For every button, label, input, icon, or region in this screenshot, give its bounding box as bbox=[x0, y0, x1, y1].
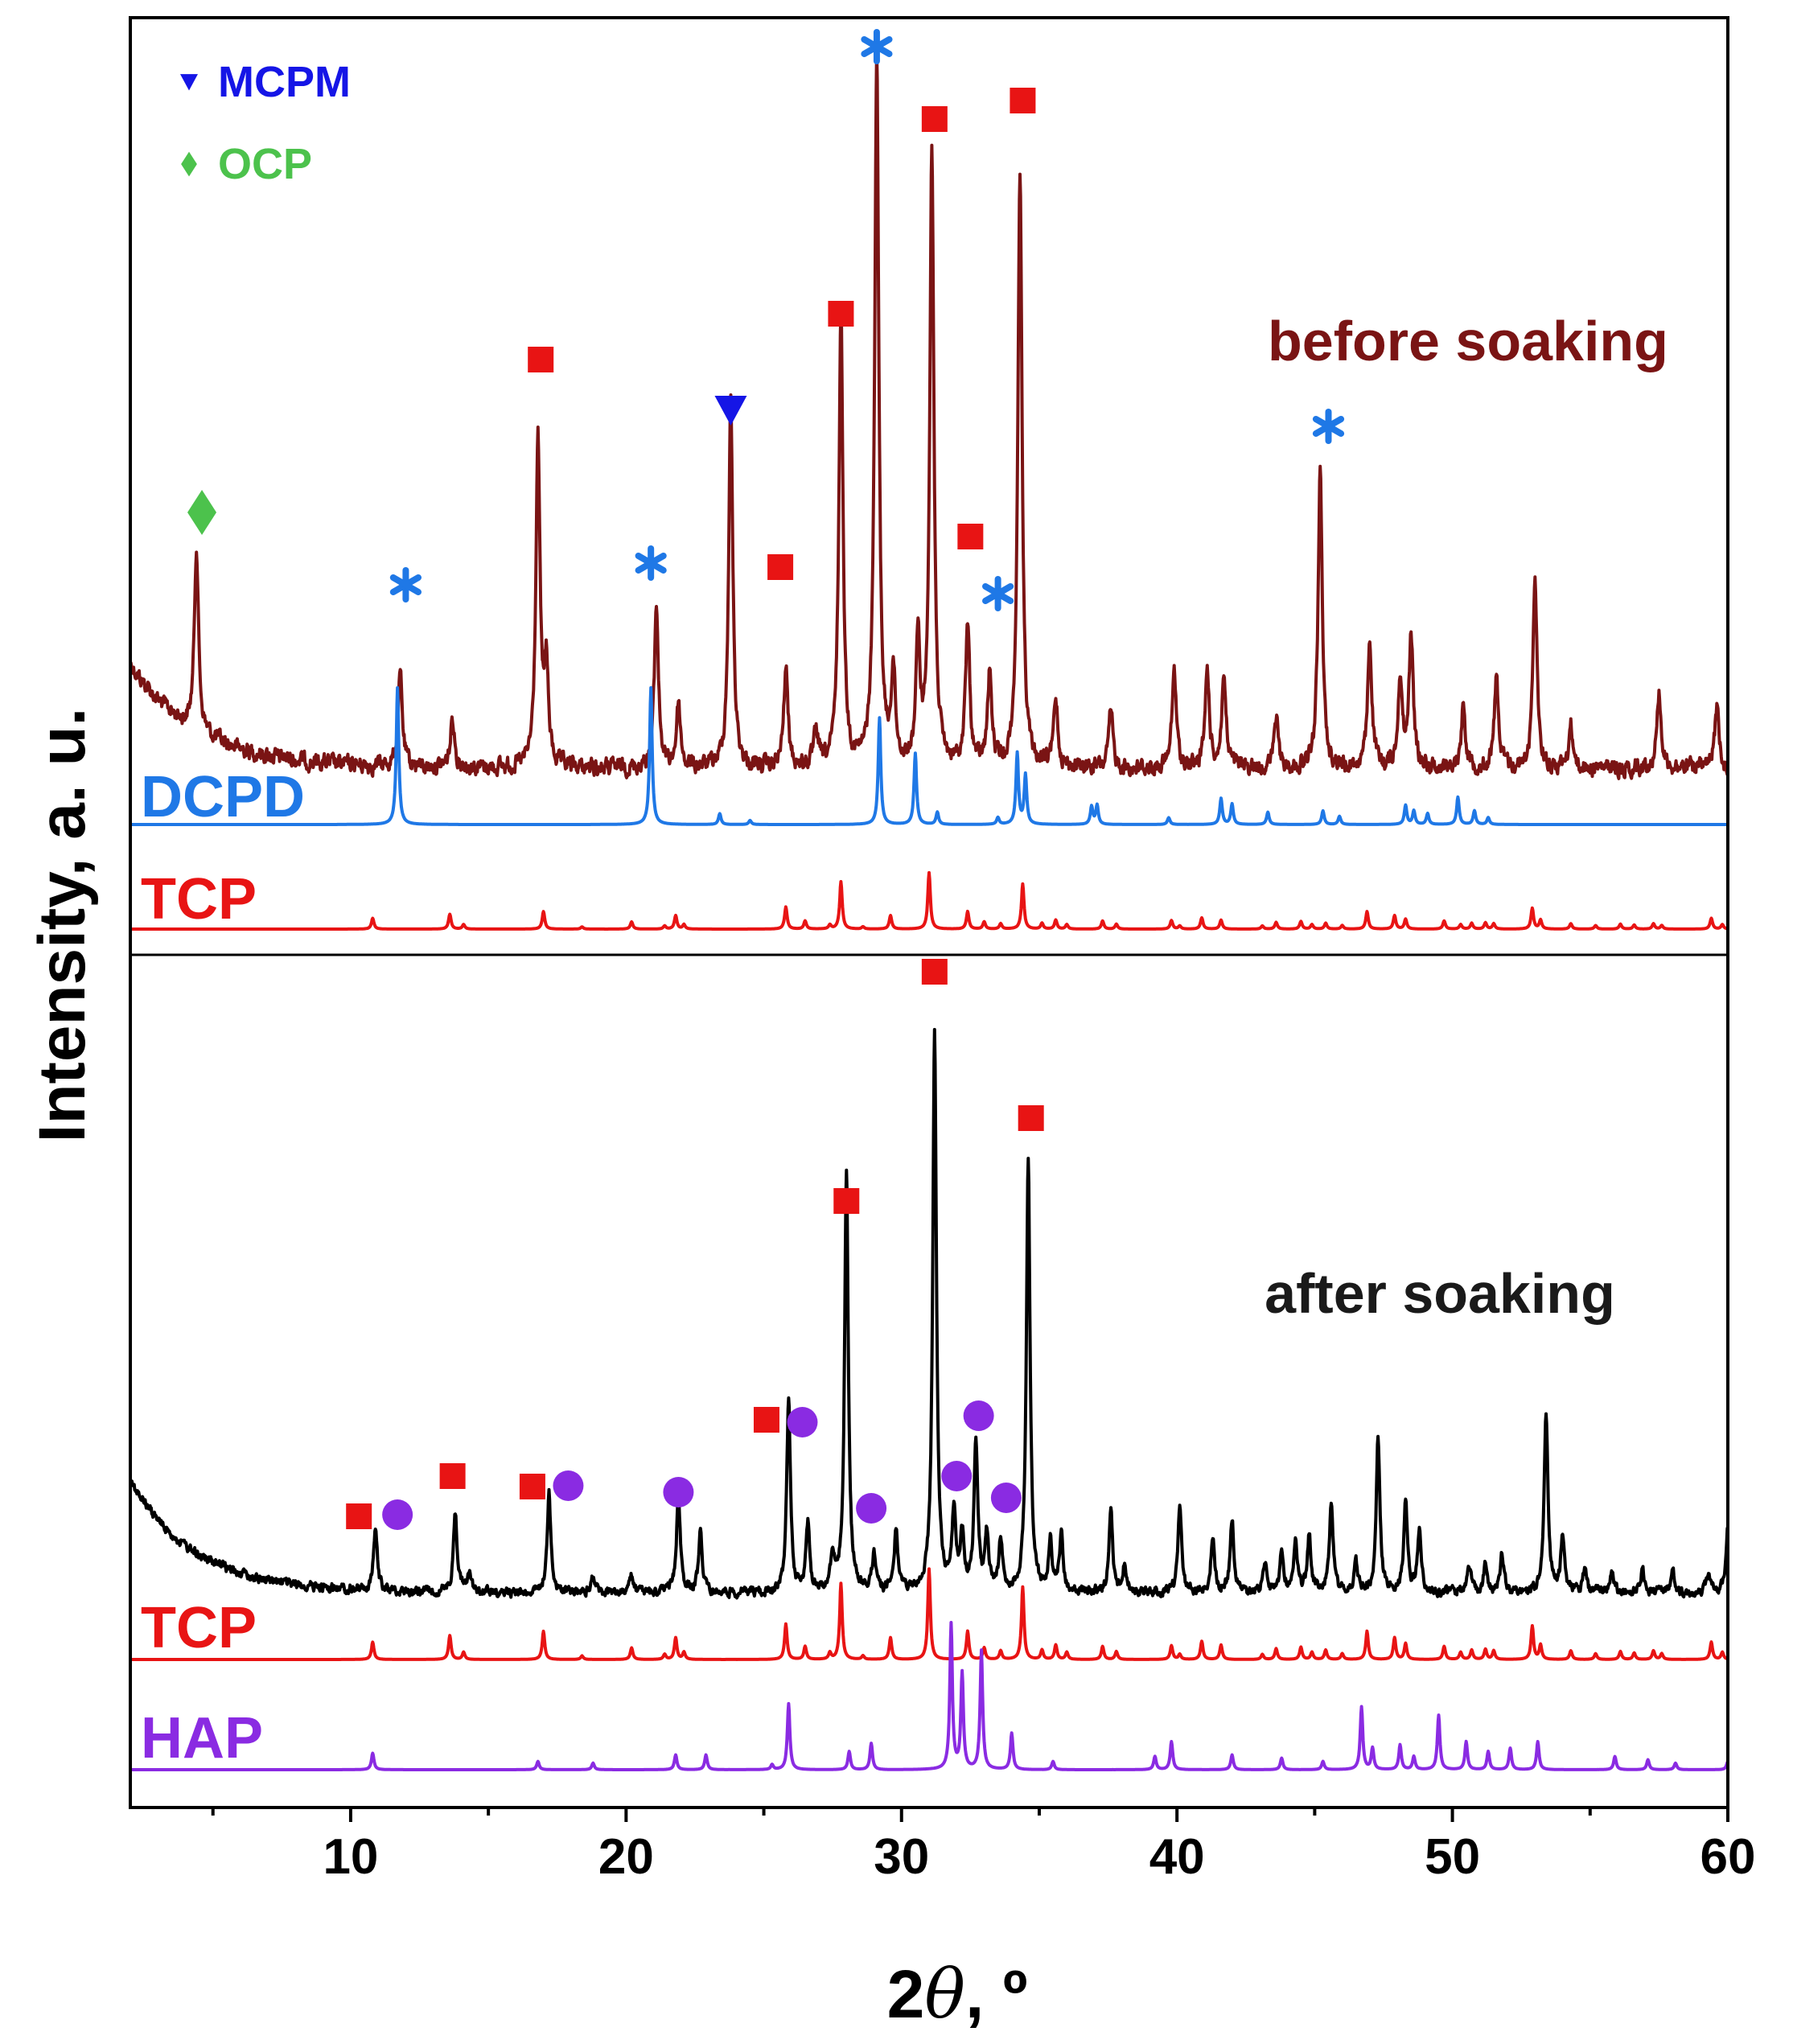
reference-pattern-tcp-panel2 bbox=[129, 1567, 1729, 1661]
reference-pattern-hap-panel2 bbox=[129, 1621, 1729, 1771]
marker-circle-icon bbox=[941, 1461, 973, 1491]
plot-frame bbox=[129, 16, 1729, 1809]
marker-circle-icon bbox=[963, 1400, 994, 1431]
marker-asterisk-icon bbox=[982, 576, 1014, 611]
x-tick-label: 10 bbox=[323, 1829, 378, 1885]
marker-circle-icon bbox=[553, 1470, 584, 1501]
marker-square-icon bbox=[1018, 1105, 1044, 1131]
marker-circle-icon bbox=[382, 1499, 413, 1530]
marker-square-icon bbox=[957, 524, 984, 549]
marker-square-icon bbox=[921, 959, 948, 985]
legend-label-ocp: OCP bbox=[218, 140, 312, 188]
reference-label-hap: HAP bbox=[141, 1706, 263, 1771]
legend-label-mcpm: MCPM bbox=[218, 58, 351, 106]
panel-label-before-soaking: before soaking bbox=[1268, 310, 1668, 372]
x-tick-label: 40 bbox=[1149, 1829, 1205, 1885]
marker-asterisk-icon bbox=[1312, 409, 1345, 444]
marker-square-icon bbox=[753, 1407, 779, 1433]
reference-label-tcp: TCP bbox=[141, 867, 257, 932]
reference-pattern-tcp-panel1 bbox=[129, 870, 1729, 931]
x-axis-label-unit: , º bbox=[965, 1956, 1027, 2032]
x-axis-label-main: 2 bbox=[887, 1956, 925, 2032]
x-tick-label: 50 bbox=[1425, 1829, 1480, 1885]
marker-circle-icon bbox=[663, 1477, 694, 1507]
marker-diamond-icon bbox=[187, 490, 217, 535]
marker-circle-icon bbox=[787, 1407, 818, 1437]
x-tick-label: 60 bbox=[1700, 1829, 1756, 1885]
y-axis-label: Intensity, a. u. bbox=[26, 708, 99, 1143]
measured-pattern-after bbox=[129, 1027, 1729, 1600]
marker-square-icon bbox=[1010, 88, 1036, 113]
x-axis-label-variable: θ bbox=[924, 1955, 965, 2034]
x-tick-label: 30 bbox=[874, 1829, 929, 1885]
marker-asterisk-icon bbox=[635, 545, 667, 581]
labels-layer: Intensity, a. u. 2θ, º DCPD TCP before soa… bbox=[26, 58, 1668, 2034]
marker-square-icon bbox=[921, 106, 948, 132]
marker-triangle-icon bbox=[714, 396, 747, 426]
marker-square-icon bbox=[528, 347, 554, 372]
marker-square-icon bbox=[767, 554, 794, 580]
x-axis-label: 2θ, º bbox=[887, 1955, 1028, 2034]
axes-layer: 10 20 30 40 50 60 bbox=[129, 16, 1756, 1885]
marker-asterisk-icon bbox=[389, 567, 422, 603]
marker-circle-icon bbox=[990, 1483, 1022, 1513]
marker-asterisk-icon bbox=[861, 29, 893, 64]
x-tick-label: 20 bbox=[598, 1829, 654, 1885]
legend-diamond-icon bbox=[181, 151, 197, 177]
peak-markers-layer bbox=[180, 29, 1345, 1530]
marker-circle-icon bbox=[856, 1493, 887, 1524]
marker-square-icon bbox=[828, 301, 854, 327]
traces-layer bbox=[129, 48, 1729, 1771]
legend-triangle-icon bbox=[180, 74, 198, 91]
reference-label-dcpd: DCPD bbox=[141, 765, 305, 829]
marker-square-icon bbox=[519, 1474, 545, 1499]
reference-pattern-dcpd-panel1 bbox=[129, 686, 1729, 826]
marker-square-icon bbox=[439, 1463, 466, 1489]
marker-square-icon bbox=[833, 1188, 860, 1214]
reference-label-tcp: TCP bbox=[141, 1596, 257, 1660]
panel-label-after-soaking: after soaking bbox=[1265, 1262, 1615, 1325]
marker-square-icon bbox=[346, 1503, 372, 1529]
